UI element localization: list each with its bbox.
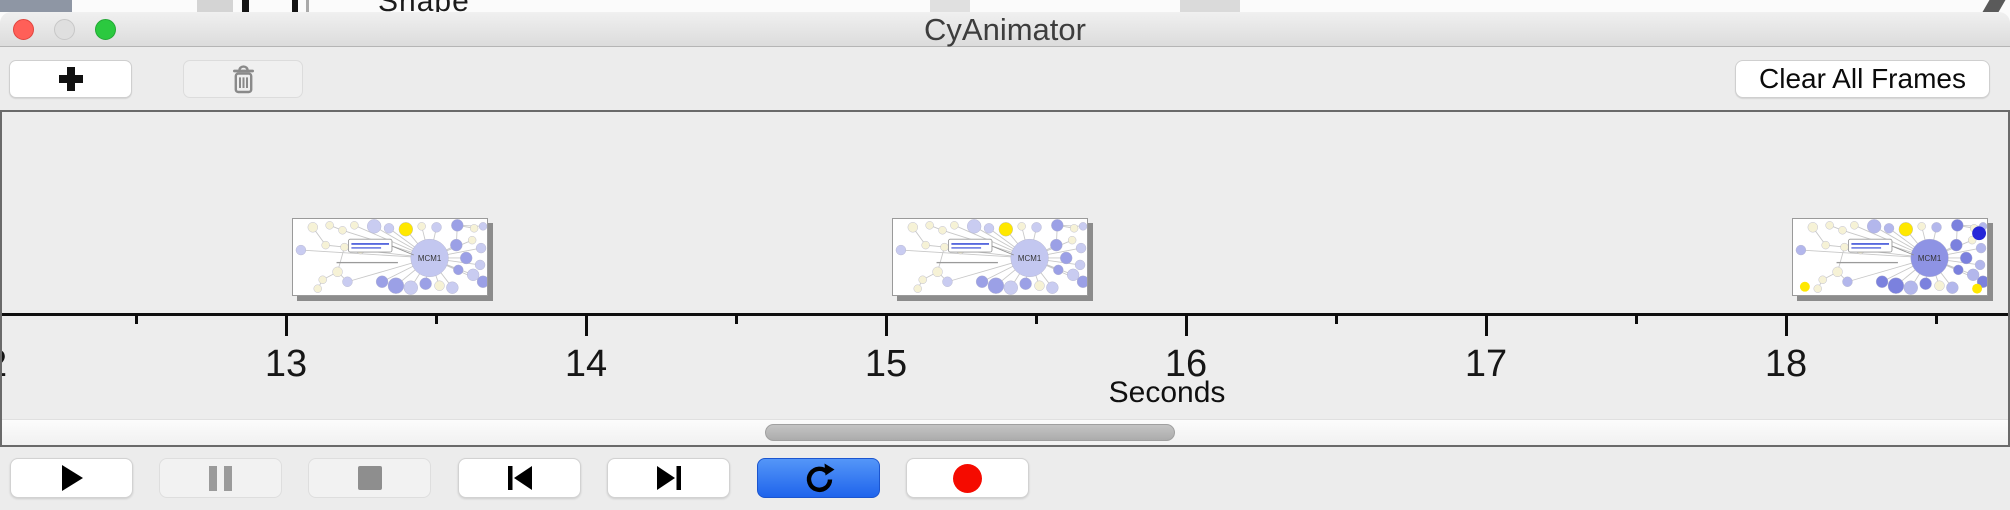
delete-frame-button[interactable] bbox=[183, 60, 303, 98]
record-icon bbox=[953, 463, 982, 493]
skip-to-end-button[interactable] bbox=[607, 458, 730, 498]
axis-tick-major bbox=[584, 313, 588, 336]
background-fragment bbox=[1180, 0, 1240, 12]
background-icon-fragment bbox=[292, 0, 298, 12]
skip-to-start-icon bbox=[507, 466, 532, 490]
axis-tick-label: 16 bbox=[1164, 343, 1208, 385]
svg-text:MCM1: MCM1 bbox=[418, 254, 442, 263]
minimize-window-button[interactable] bbox=[54, 19, 75, 40]
axis-tick-label: 15 bbox=[864, 343, 908, 385]
network-preview: MCM1 bbox=[295, 219, 490, 295]
axis-tick-label: 13 bbox=[264, 343, 308, 385]
background-window-content: Shape bbox=[0, 0, 2010, 12]
axis-tick-major bbox=[284, 313, 288, 336]
axis-tick-label: 12 bbox=[2, 343, 31, 386]
title-bar: CyAnimator bbox=[0, 12, 2010, 47]
trash-icon bbox=[232, 64, 254, 93]
axis-unit-label: Seconds bbox=[1108, 376, 1226, 409]
network-preview: MCM1 bbox=[1795, 219, 1990, 295]
axis-tick-label: 14 bbox=[564, 343, 608, 385]
background-fragment bbox=[930, 0, 970, 12]
background-toolbar-fragment bbox=[0, 0, 72, 12]
play-button[interactable] bbox=[10, 458, 133, 498]
skip-to-end-icon bbox=[656, 466, 681, 490]
frame-thumbnail[interactable]: MCM1 bbox=[892, 218, 1090, 296]
timeline-panel: MCM1 MCM1 MCM1 12 13 14 15 16 17 18 Seconds bbox=[0, 110, 2010, 447]
axis-tick-label: 18 bbox=[1764, 343, 1808, 385]
axis-tick-minor bbox=[1934, 313, 1938, 324]
network-preview: MCM1 bbox=[895, 219, 1090, 295]
playback-controls-bar: Animation Speed: bbox=[0, 450, 2010, 510]
plus-icon bbox=[58, 67, 83, 91]
pause-icon bbox=[209, 465, 232, 491]
axis-tick-major bbox=[1784, 313, 1788, 336]
background-fragment bbox=[1982, 0, 2006, 12]
background-icon-fragment bbox=[242, 0, 249, 12]
background-shape-label: Shape bbox=[378, 0, 538, 12]
play-icon bbox=[61, 465, 83, 491]
axis-tick-minor bbox=[1334, 313, 1338, 324]
pause-button[interactable] bbox=[159, 458, 282, 498]
stop-button[interactable] bbox=[308, 458, 431, 498]
axis-tick-minor bbox=[134, 313, 138, 324]
background-fragment bbox=[306, 0, 309, 12]
clear-all-frames-button[interactable]: Clear All Frames bbox=[1735, 60, 1990, 98]
stop-icon bbox=[357, 466, 382, 490]
axis-tick-minor bbox=[1634, 313, 1638, 324]
clear-all-frames-label: Clear All Frames bbox=[1759, 63, 1966, 94]
background-fragment bbox=[197, 0, 233, 12]
svg-text:MCM1: MCM1 bbox=[1018, 254, 1042, 263]
frame-toolbar: Clear All Frames bbox=[0, 47, 2010, 110]
close-window-button[interactable] bbox=[13, 19, 34, 40]
record-button[interactable] bbox=[906, 458, 1029, 498]
axis-tick-major bbox=[1184, 313, 1188, 336]
add-frame-button[interactable] bbox=[9, 60, 132, 98]
time-axis bbox=[2, 313, 2008, 316]
axis-tick-minor bbox=[434, 313, 438, 324]
svg-text:MCM1: MCM1 bbox=[1918, 254, 1942, 263]
skip-to-start-button[interactable] bbox=[458, 458, 581, 498]
axis-tick-label: 17 bbox=[1464, 343, 1508, 385]
frame-thumbnail[interactable]: MCM1 bbox=[1792, 218, 1990, 296]
loop-icon bbox=[806, 463, 834, 492]
axis-tick-minor bbox=[734, 313, 738, 324]
timeline-scrollbar[interactable] bbox=[2, 419, 2008, 445]
window-title: CyAnimator bbox=[924, 12, 1086, 47]
timeline-scrollbar-thumb[interactable] bbox=[765, 424, 1175, 441]
axis-tick-minor bbox=[1034, 313, 1038, 324]
zoom-window-button[interactable] bbox=[95, 19, 116, 40]
frame-thumbnail[interactable]: MCM1 bbox=[292, 218, 490, 296]
axis-tick-major bbox=[1484, 313, 1488, 336]
axis-tick-major bbox=[884, 313, 888, 336]
loop-button[interactable] bbox=[757, 458, 880, 498]
